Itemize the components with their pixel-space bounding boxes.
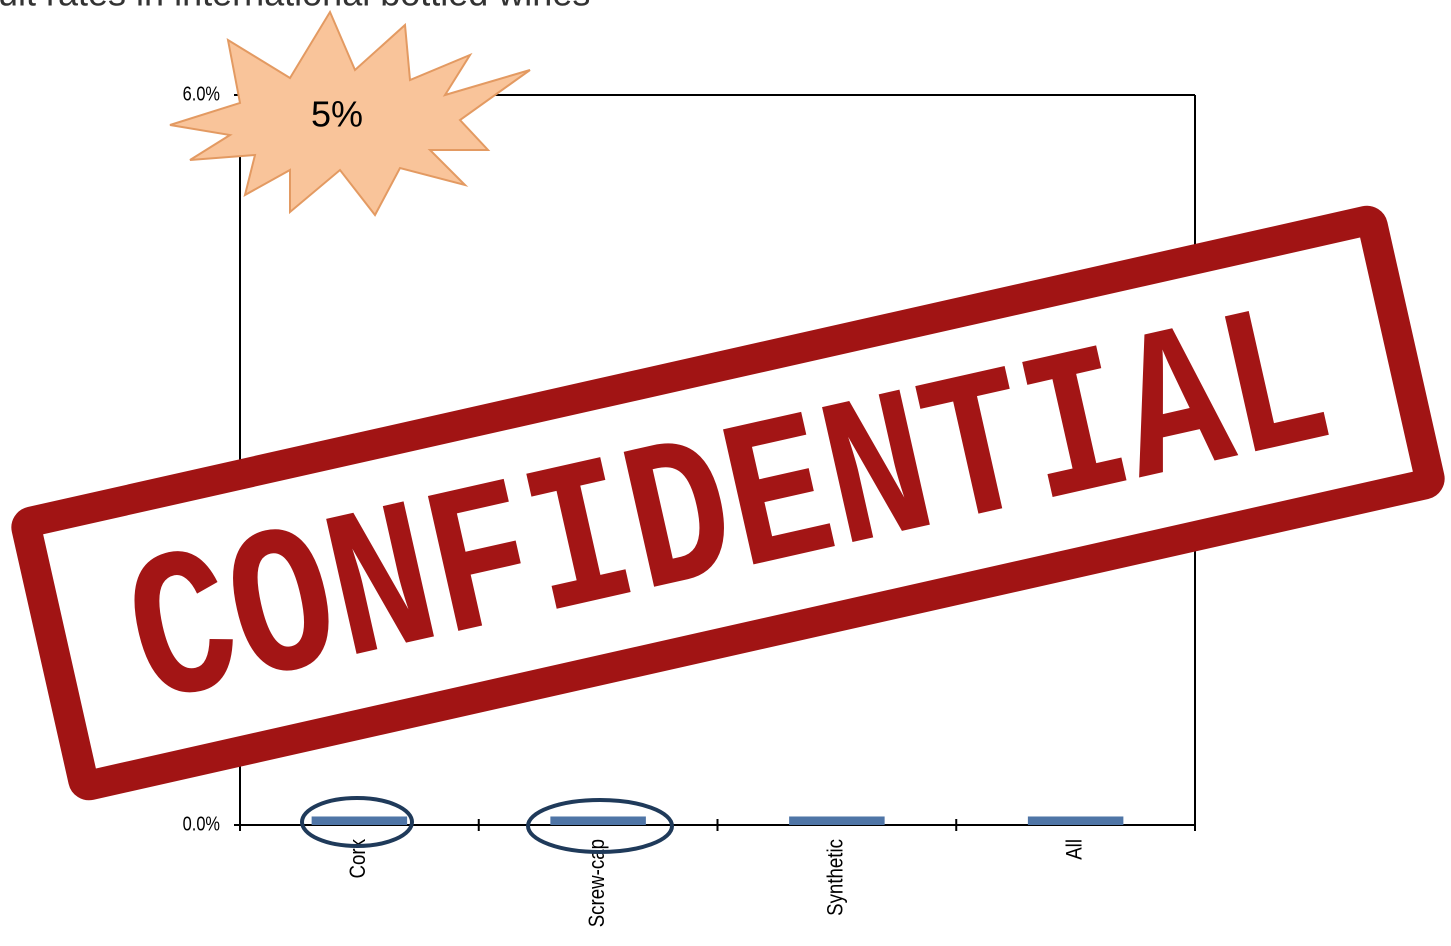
starburst-label: 5% [311, 94, 363, 135]
page: ult rates in international bottled wines… [0, 0, 1451, 946]
x-tick-label: Synthetic [824, 839, 848, 916]
bar [789, 816, 885, 825]
bar [1028, 816, 1124, 825]
y-tick-label: 0.0% [183, 812, 220, 835]
bar [312, 816, 408, 825]
slide: ult rates in international bottled wines… [0, 0, 1451, 946]
x-tick-label: All [1063, 839, 1087, 860]
stamp-text: CONFIDENTIAL [109, 263, 1351, 763]
bar [550, 816, 646, 825]
slide-title: ult rates in international bottled wines [0, 0, 590, 14]
y-tick-label: 6.0% [183, 82, 220, 105]
starburst: 5% [170, 12, 530, 215]
confidential-stamp: CONFIDENTIAL [25, 220, 1431, 787]
